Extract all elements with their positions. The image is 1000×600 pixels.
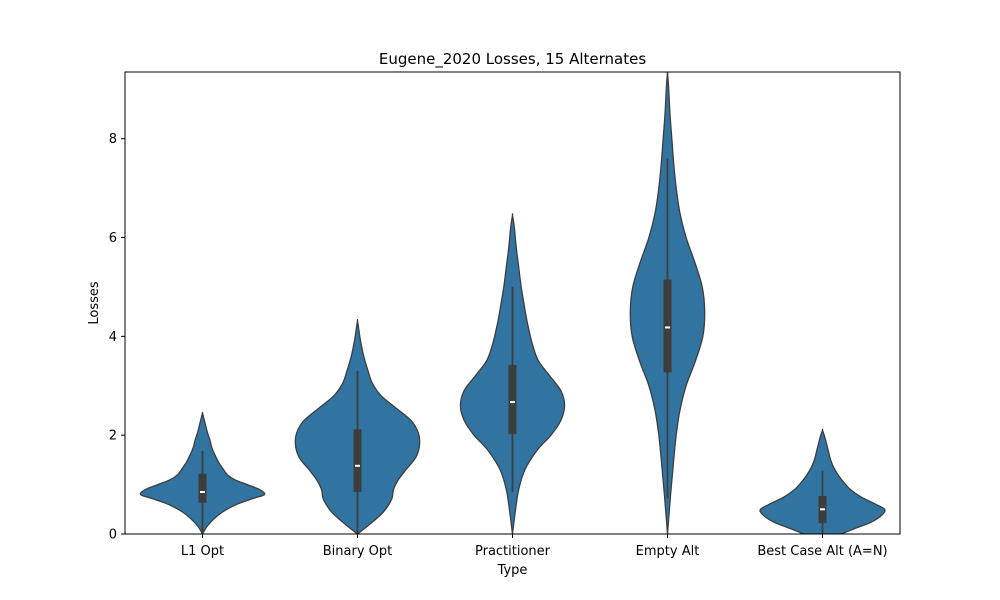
x-tick-label-binary-opt: Binary Opt: [323, 544, 393, 559]
plot-area: [139, 72, 886, 534]
x-tick-label-practitioner: Practitioner: [475, 544, 551, 559]
violins-group: [139, 72, 886, 534]
iqr-box-binary-opt: [353, 429, 362, 492]
iqr-box-practitioner: [508, 365, 517, 435]
x-tick-label-empty-alt: Empty Alt: [636, 544, 700, 559]
y-tick-label-8: 8: [109, 132, 117, 147]
y-tick-label-2: 2: [109, 429, 117, 444]
y-tick-label-6: 6: [109, 231, 117, 246]
y-tick-label-4: 4: [109, 330, 117, 345]
x-tick-label-best-case-alt-a-n: Best Case Alt (A=N): [757, 544, 887, 559]
axes: L1 Opt Binary Opt Practitioner Empty Alt Bes…: [109, 132, 888, 559]
iqr-box-l1-opt: [198, 473, 207, 503]
y-axis-title: Losses: [87, 281, 102, 325]
chart-title: Eugene_2020 Losses, 15 Alternates: [379, 50, 646, 69]
x-axis-title: Type: [497, 563, 528, 578]
iqr-box-empty-alt: [663, 279, 672, 373]
y-tick-label-0: 0: [109, 528, 117, 543]
x-tick-label-l1-opt: L1 Opt: [181, 544, 224, 559]
